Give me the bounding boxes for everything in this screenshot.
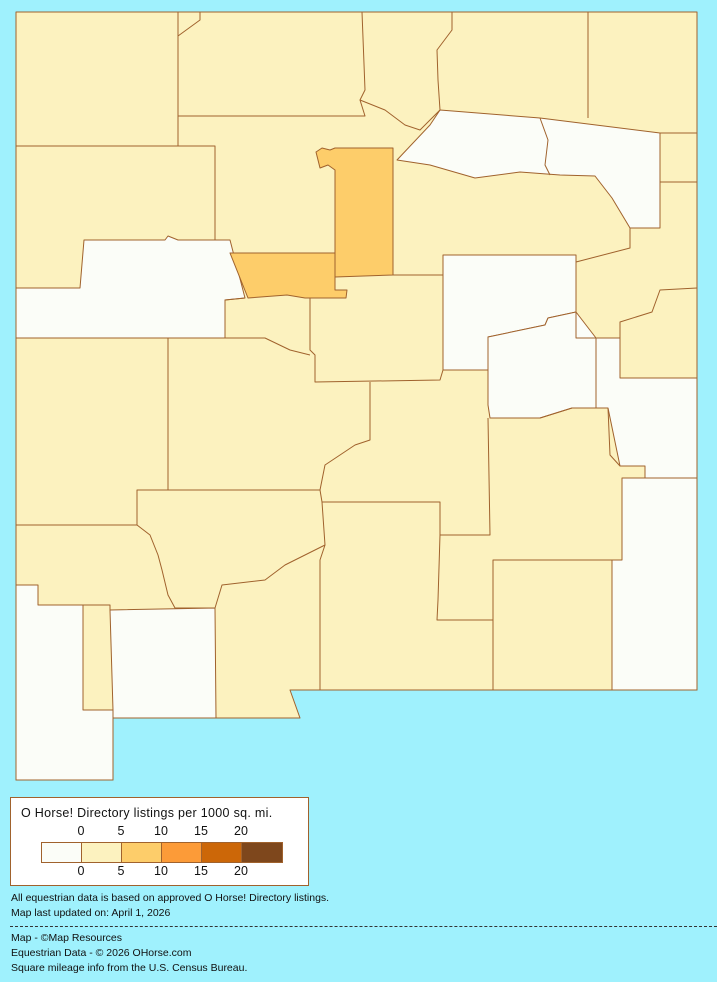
map-credit: Map - ©Map Resources (11, 932, 123, 944)
legend-top-tick: 5 (117, 824, 125, 838)
legend-top-tick: 15 (194, 824, 208, 838)
county-zero-north-east[interactable] (396, 109, 661, 229)
legend-top-tick: 20 (234, 824, 248, 838)
divider (10, 926, 717, 927)
county-border (539, 117, 551, 176)
last-updated-note: Map last updated on: April 1, 2026 (11, 907, 171, 919)
legend-bottom-tick: 15 (194, 864, 208, 878)
county-zero-luna[interactable] (109, 607, 217, 719)
data-credit: Equestrian Data - © 2026 OHorse.com (11, 947, 192, 959)
legend-bottom-tick: 20 (234, 864, 248, 878)
legend-color-scale (41, 842, 283, 863)
county-borders (16, 11, 698, 690)
county-zero-lea[interactable] (611, 477, 698, 691)
legend-bottom-tick: 0 (77, 864, 85, 878)
legend-bottom-tick: 5 (117, 864, 125, 878)
legend-title: O Horse! Directory listings per 1000 sq.… (21, 806, 273, 820)
new-mexico-county-map (15, 11, 698, 781)
legend-swatch-5-10 (122, 843, 162, 862)
map-legend: O Horse! Directory listings per 1000 sq.… (10, 797, 309, 886)
county-zero-cibola[interactable] (15, 235, 246, 339)
data-basis-note: All equestrian data is based on approved… (11, 892, 330, 904)
legend-swatch-0 (42, 843, 82, 862)
legend-top-tick: 0 (77, 824, 85, 838)
legend-swatch-15-20 (202, 843, 242, 862)
legend-swatch-0-5 (82, 843, 122, 862)
legend-swatch-20-plus (242, 843, 282, 862)
legend-bottom-tick: 10 (154, 864, 168, 878)
legend-swatch-10-15 (162, 843, 202, 862)
legend-top-tick: 10 (154, 824, 168, 838)
county-bernalillo[interactable] (229, 252, 348, 299)
census-credit: Square mileage info from the U.S. Census… (11, 962, 248, 974)
